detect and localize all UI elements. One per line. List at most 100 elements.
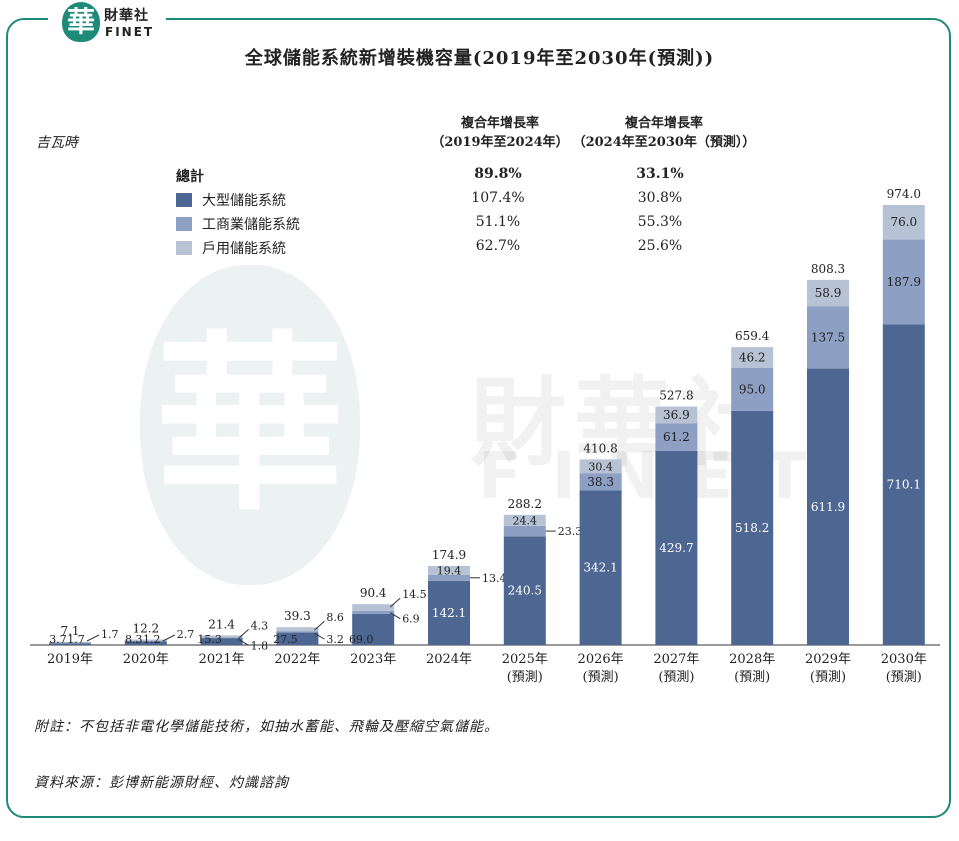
value-label-large-2: 15.3 — [197, 633, 222, 646]
legend-label-large: 大型儲能系統 — [202, 193, 286, 209]
x-tick-sub-label-11: (預測) — [886, 670, 922, 685]
cagr-header-2: 複合年增長率 （2024年至2030年（預測）） — [564, 114, 764, 152]
bar-commercial-3 — [276, 631, 319, 633]
bar-commercial-4 — [352, 610, 395, 614]
x-tick-label-3: 2022年 — [274, 652, 320, 667]
total-label-5: 174.9 — [432, 548, 466, 562]
value-label-commercial-7: 38.3 — [587, 475, 614, 489]
value-label-large-11: 710.1 — [887, 478, 921, 492]
bar-household-0 — [49, 641, 91, 643]
total-label-6: 288.2 — [508, 497, 542, 511]
bar-commercial-5 — [428, 574, 470, 581]
bar-large-5 — [428, 580, 470, 645]
leader-household-1 — [162, 634, 176, 642]
cagr-header-1-line2: （2019年至2024年） — [431, 135, 569, 150]
value-label-commercial-4: 6.9 — [402, 613, 420, 626]
value-label-large-8: 429.7 — [659, 541, 693, 555]
value-label-household-9: 46.2 — [739, 351, 766, 365]
cagr-header-1: 複合年增長率 （2019年至2024年） — [425, 114, 575, 152]
value-label-commercial-8: 61.2 — [663, 430, 690, 444]
x-tick-label-11: 2030年 — [881, 652, 927, 667]
value-label-large-5: 142.1 — [432, 606, 466, 620]
total-label-11: 974.0 — [887, 187, 921, 201]
cagr-large-2: 30.8% — [637, 190, 683, 206]
value-label-large-0: 3.7 — [49, 633, 67, 646]
brand-name-cn: 財華社 — [104, 8, 149, 24]
bar-commercial-1 — [124, 640, 167, 642]
value-label-household-4: 14.5 — [402, 588, 427, 601]
cagr-header-1-line1: 複合年增長率 — [460, 116, 539, 131]
total-label-10: 808.3 — [811, 262, 845, 276]
legend-swatch-large — [176, 193, 192, 207]
bar-commercial-11 — [882, 239, 925, 325]
x-tick-label-0: 2019年 — [47, 652, 93, 667]
value-label-commercial-10: 137.5 — [811, 331, 845, 345]
watermark-cn: 財華社 — [470, 367, 782, 479]
value-label-household-5: 19.4 — [437, 564, 462, 577]
value-label-household-0: 1.7 — [101, 628, 119, 641]
bar-large-8 — [655, 450, 698, 645]
x-tick-sub-label-10: (預測) — [810, 670, 846, 685]
cagr-total-1: 89.8% — [474, 166, 522, 182]
value-label-large-7: 342.1 — [583, 561, 617, 575]
brand-name-en: FINET — [105, 25, 155, 39]
legend-row-commercial: 工商業儲能系統 51.1% 55.3% — [176, 214, 736, 234]
value-label-household-1: 2.7 — [177, 628, 195, 641]
total-label-2: 21.4 — [208, 617, 235, 631]
source-note: 資料來源：彭博新能源財經、灼識諮詢 — [34, 775, 289, 791]
value-label-household-3: 8.6 — [326, 611, 344, 624]
value-label-large-10: 611.9 — [811, 500, 845, 514]
legend-label-total: 總計 — [176, 169, 204, 185]
x-tick-label-4: 2023年 — [350, 652, 396, 667]
leader-commercial-4 — [389, 612, 401, 620]
bar-large-10 — [807, 368, 849, 645]
x-tick-sub-label-6: (預測) — [507, 670, 543, 685]
value-label-commercial-0: 1.7 — [67, 633, 85, 646]
total-label-1: 12.2 — [132, 621, 159, 635]
total-label-8: 527.8 — [659, 389, 693, 403]
x-tick-label-1: 2020年 — [123, 652, 169, 667]
legend-row-household: 戶用儲能系統 62.7% 25.6% — [176, 238, 736, 258]
leader-commercial-3 — [314, 632, 325, 640]
value-label-commercial-11: 187.9 — [887, 275, 921, 289]
bar-large-6 — [503, 536, 546, 645]
bar-commercial-2 — [200, 637, 243, 639]
footnote: 附註：不包括非電化學儲能技術，如抽水蓄能、飛輪及壓縮空氣儲能。 — [34, 719, 499, 735]
leader-household-3 — [314, 620, 325, 631]
cagr-header-2-line1: 複合年增長率 — [624, 116, 703, 131]
cagr-commercial-1: 51.1% — [475, 214, 521, 230]
bar-commercial-10 — [807, 306, 849, 369]
bar-household-2 — [200, 635, 243, 638]
x-tick-label-2: 2021年 — [199, 652, 245, 667]
y-unit-label: 吉瓦時 — [36, 135, 78, 151]
value-label-large-1: 8.3 — [125, 633, 143, 646]
total-label-3: 39.3 — [284, 609, 311, 623]
legend-row-large: 大型儲能系統 107.4% 30.8% — [176, 190, 736, 210]
leader-commercial-2 — [238, 638, 249, 646]
bar-commercial-8 — [655, 423, 698, 451]
leader-household-2 — [238, 628, 249, 639]
bar-household-6 — [503, 514, 546, 526]
chart-title: 全球儲能系統新增裝機容量(2019年至2030年(預測)) — [244, 48, 715, 69]
cagr-total-2: 33.1% — [636, 166, 684, 182]
bar-household-5 — [428, 565, 470, 575]
cagr-household-2: 25.6% — [637, 238, 683, 254]
value-label-large-4: 69.0 — [349, 633, 374, 646]
x-tick-label-8: 2027年 — [653, 652, 699, 667]
cagr-large-1: 107.4% — [471, 190, 525, 206]
value-label-household-10: 58.9 — [815, 286, 842, 300]
leader-household-4 — [389, 597, 401, 608]
bar-household-8 — [655, 406, 698, 424]
leader-household-0 — [86, 634, 100, 642]
value-label-household-11: 76.0 — [890, 215, 917, 229]
bar-commercial-6 — [503, 525, 546, 537]
x-tick-label-9: 2028年 — [729, 652, 775, 667]
bar-household-7 — [579, 459, 622, 474]
total-label-7: 410.8 — [583, 441, 617, 455]
value-label-large-9: 518.2 — [735, 521, 769, 535]
x-tick-sub-label-9: (預測) — [734, 670, 770, 685]
bar-commercial-9 — [731, 367, 774, 411]
value-label-household-7: 30.4 — [588, 460, 613, 473]
bar-household-3 — [276, 627, 319, 632]
